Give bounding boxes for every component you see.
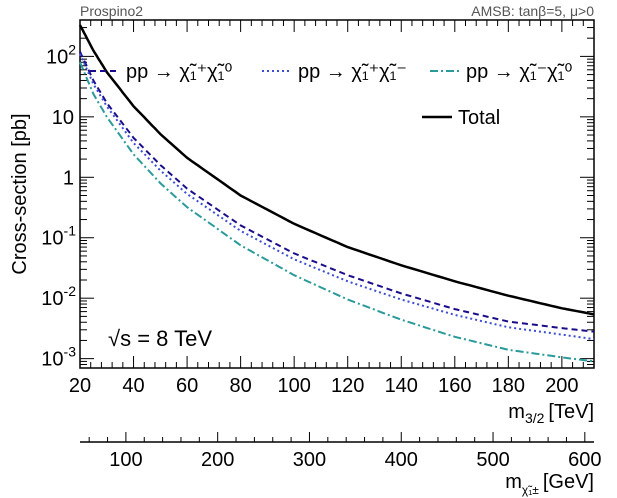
legend-entry-2: pp → χ̃₁⁺χ̃₁⁻ (298, 61, 407, 83)
y-tick-label: 10-2 (41, 283, 76, 310)
secondary-tick-label: 500 (476, 449, 509, 471)
legend: pp → χ̃₁⁺χ̃₁⁰ pp → χ̃₁⁺χ̃₁⁻ pp → χ̃₁⁻χ̃₁⁰ T… (90, 61, 572, 129)
secondary-tick-label: 400 (385, 449, 418, 471)
secondary-tick-label: 100 (109, 449, 142, 471)
y-axis-title: Cross-section [pb] (9, 113, 31, 274)
x-tick-label: 180 (492, 375, 525, 397)
y-tick-label: 10 (52, 107, 74, 129)
x-axis-ticks: 20 40 60 80 100 120 140 160 180 200 (69, 20, 595, 397)
series-line-0 (78, 24, 595, 316)
x-tick-label: 80 (230, 375, 252, 397)
series-line-1 (79, 51, 595, 333)
secondary-tick-label: 200 (201, 449, 234, 471)
x-tick-label: 40 (122, 375, 144, 397)
secondary-axis-ticks: 100 200 300 400 500 600 (88, 432, 602, 471)
header-right-label: AMSB: tanβ=5, μ>0 (471, 3, 594, 19)
y-tick-label: 10-1 (41, 223, 76, 250)
y-tick-label: 1 (63, 167, 74, 189)
secondary-tick-label: 300 (293, 449, 326, 471)
legend-entry-3: pp → χ̃₁⁻χ̃₁⁰ (466, 61, 572, 83)
secondary-axis-title: mχ̃₁± [GeV] (505, 471, 594, 497)
x-tick-label: 120 (331, 375, 364, 397)
x-tick-label: 200 (545, 375, 578, 397)
y-tick-label: 102 (46, 41, 76, 68)
y-axis-ticks: 10-3 10-2 10-1 1 10 102 (41, 19, 594, 371)
x-tick-label: 60 (176, 375, 198, 397)
x-tick-label: 160 (438, 375, 471, 397)
header-left-label: Prospino2 (80, 3, 143, 19)
x-axis-title: m3/2 [TeV] (508, 401, 594, 426)
energy-annotation: √s = 8 TeV (108, 326, 212, 351)
y-tick-label: 10-3 (41, 344, 76, 371)
series-line-2 (79, 53, 595, 341)
legend-entry-1: pp → χ̃₁⁺χ̃₁⁰ (126, 61, 232, 83)
series-line-3 (79, 61, 595, 363)
secondary-tick-label: 600 (568, 449, 601, 471)
legend-entry-0: Total (458, 107, 500, 129)
x-tick-label: 140 (385, 375, 418, 397)
series-curves (78, 24, 595, 363)
x-tick-label: 100 (277, 375, 310, 397)
x-tick-label: 20 (69, 375, 91, 397)
